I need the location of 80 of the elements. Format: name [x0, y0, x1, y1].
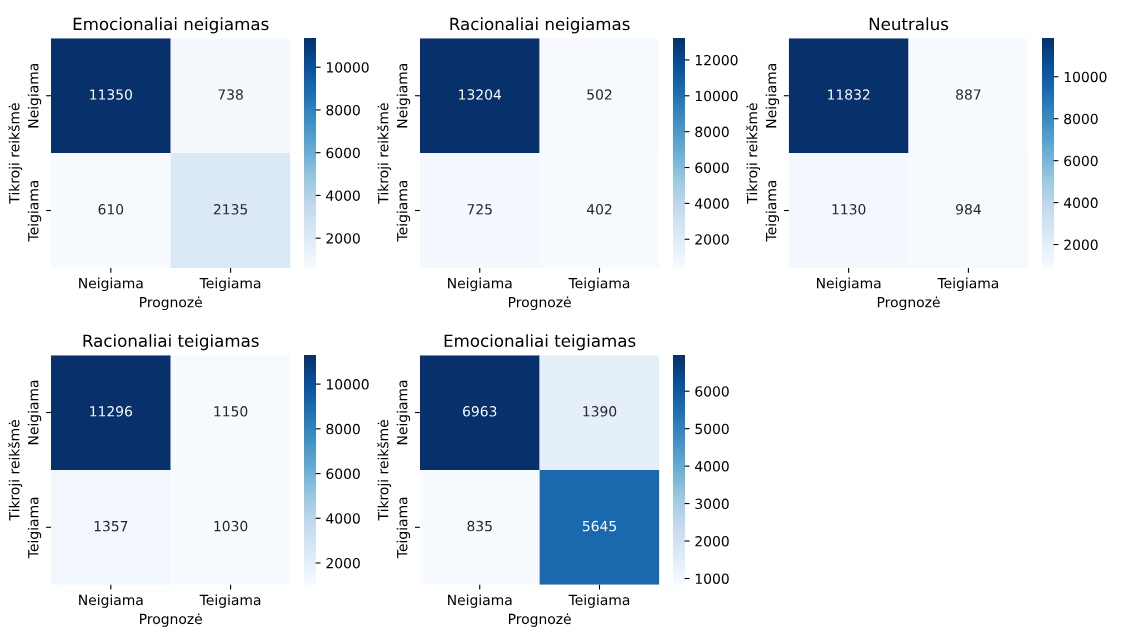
data-label: 2135	[213, 204, 248, 215]
data-label: 725	[467, 204, 492, 215]
color-bar-label: 4000	[326, 513, 360, 524]
color-bar-label: 8000	[326, 423, 360, 435]
chart-title: Racionaliai neigiamas	[450, 17, 630, 34]
color-bar-label: 10000	[695, 90, 738, 102]
y-tick-label: Teigiama	[27, 497, 42, 559]
y-axis-title: Tikroji reikšmė	[8, 103, 23, 204]
color-bar-label: 8000	[1064, 113, 1098, 125]
color-bar-label: 4000	[326, 190, 360, 201]
color-bar-label: 6000	[695, 386, 729, 397]
x-axis-title: Prognozė	[140, 613, 202, 627]
data-label: 502	[587, 89, 612, 100]
chart-title: Neutralus	[869, 17, 949, 31]
x-axis-title: Prognozė	[140, 296, 202, 311]
data-label: 6963	[463, 406, 497, 417]
y-axis-title: Tikroji reikšmė	[377, 103, 392, 204]
color-bar-label: 4000	[695, 461, 729, 472]
x-tick-label: Neigiama	[448, 277, 512, 292]
data-label: 984	[956, 204, 981, 215]
y-axis-title: Tikroji reikšmė	[8, 420, 23, 521]
data-label: 1030	[214, 520, 248, 532]
y-tick-label: Teigiama	[396, 497, 411, 559]
color-bar-label: 5000	[695, 423, 729, 435]
data-label: 402	[586, 204, 612, 215]
color-bar-label: 10000	[1064, 71, 1107, 83]
y-axis-title: Tikroji reikšmė	[746, 103, 761, 204]
data-label: 5645	[582, 520, 616, 532]
color-bar-label: 6000	[326, 147, 360, 159]
x-tick-label: Teigiama	[199, 277, 261, 292]
color-bar-label: 2000	[326, 233, 360, 244]
color-bar-label: 6000	[326, 468, 360, 480]
x-tick-label: Teigiama	[199, 594, 261, 608]
x-tick-label: Neigiama	[448, 594, 512, 608]
color-bar-label: 8000	[695, 126, 729, 138]
color-bar-label: 4000	[695, 198, 729, 209]
y-axis-title: Tikroji reikšmė	[377, 420, 392, 521]
data-label: 13204	[459, 89, 502, 100]
y-tick-label: Neigiama	[27, 380, 42, 445]
data-label: 11832	[828, 89, 870, 100]
y-tick-label: Teigiama	[27, 180, 42, 242]
color-bar-label: 4000	[1063, 197, 1098, 209]
x-axis-title: Prognozė	[877, 296, 940, 311]
chart-title: Racionaliai teigiamas	[83, 334, 259, 351]
color-bar-label: 1000	[695, 573, 729, 584]
data-label: 1130	[832, 204, 866, 215]
y-tick-label: Teigiama	[396, 180, 411, 242]
color-bar-label: 2000	[1064, 239, 1098, 251]
x-tick-label: Teigiama	[568, 277, 630, 292]
color-bar-label: 10000	[326, 62, 369, 73]
x-axis-title: Prognozė	[508, 613, 571, 627]
color-bar-label: 2000	[326, 557, 360, 569]
y-tick-label: Neigiama	[396, 380, 411, 445]
data-label: 1390	[583, 406, 617, 417]
color-bar-label: 10000	[326, 379, 369, 390]
chart-title: Emocionaliai teigiamas	[444, 334, 636, 351]
data-label: 1357	[94, 520, 128, 532]
color-bar-label: 12000	[695, 54, 738, 66]
color-bar-label: 6000	[1064, 155, 1098, 167]
y-tick-label: Neigiama	[396, 63, 411, 128]
color-bar-label: 2000	[695, 234, 729, 245]
color-bar-label: 6000	[695, 162, 729, 173]
data-label: 11350	[90, 89, 132, 100]
data-label: 1150	[214, 406, 248, 417]
data-label: 835	[467, 520, 492, 532]
x-tick-label: Neigiama	[817, 277, 881, 292]
data-label: 610	[98, 204, 124, 215]
data-label: 887	[956, 89, 981, 100]
x-tick-label: Neigiama	[79, 277, 143, 292]
color-bar-label: 2000	[695, 536, 729, 547]
data-label: 11296	[90, 406, 133, 417]
y-tick-label: Neigiama	[27, 63, 42, 128]
x-tick-label: Teigiama	[568, 594, 630, 608]
x-tick-label: Neigiama	[79, 594, 143, 608]
color-bar-label: 8000	[326, 104, 360, 116]
chart-title: Emocionaliai neigiamas	[73, 17, 269, 34]
data-label: 738	[218, 89, 243, 100]
color-bar-label: 3000	[695, 498, 729, 510]
x-tick-label: Teigiama	[937, 277, 999, 292]
x-axis-title: Prognozė	[508, 296, 571, 311]
